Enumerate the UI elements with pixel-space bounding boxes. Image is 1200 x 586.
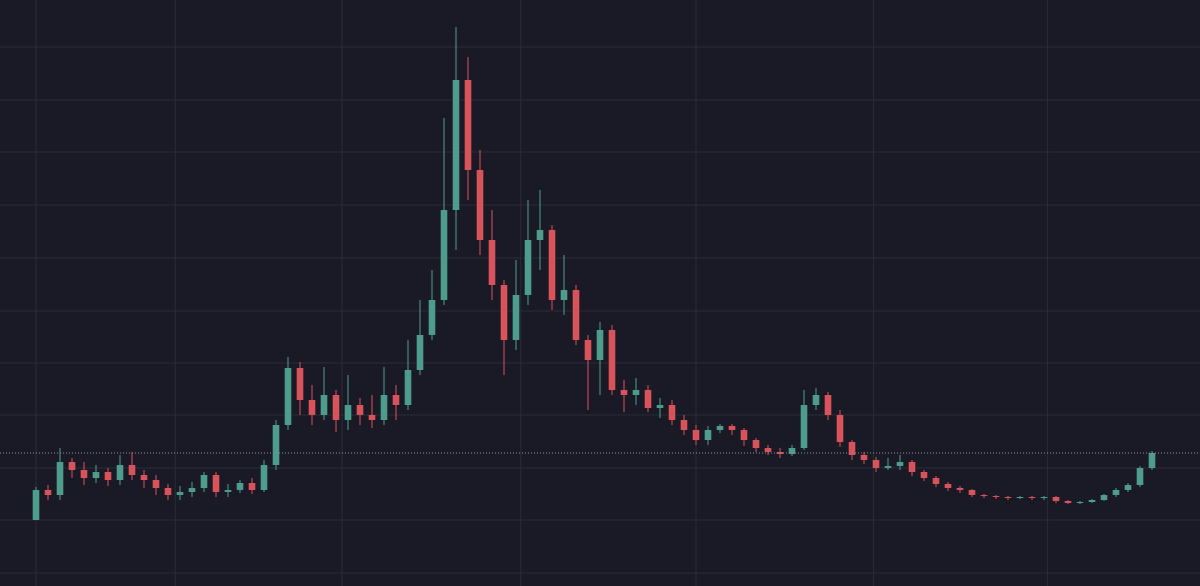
- candle-body: [212, 475, 220, 492]
- candle-body: [272, 425, 280, 465]
- candle-body: [440, 210, 448, 300]
- candle-body: [812, 395, 820, 405]
- candle-body: [1028, 497, 1036, 498]
- candle-body: [764, 448, 772, 452]
- candle-body: [692, 430, 700, 440]
- candle-body: [608, 330, 616, 390]
- candle-body: [968, 490, 976, 495]
- candle-body: [476, 170, 484, 240]
- candle-body: [1112, 490, 1120, 495]
- candle-body: [68, 462, 76, 470]
- candle-body: [644, 390, 652, 408]
- candle-body: [1016, 497, 1024, 498]
- candle-body: [896, 462, 904, 466]
- candle-body: [260, 465, 268, 490]
- candle-body: [680, 420, 688, 430]
- candle-body: [932, 478, 940, 484]
- candle-body: [164, 488, 172, 495]
- candle-body: [992, 496, 1000, 497]
- candle-body: [1100, 495, 1108, 500]
- candle-body: [788, 448, 796, 454]
- candle-body: [332, 395, 340, 420]
- candle-body: [320, 395, 328, 415]
- candle-body: [224, 490, 232, 492]
- candle-body: [488, 240, 496, 285]
- candle-body: [848, 442, 856, 455]
- candle-body: [572, 290, 580, 340]
- candle-body: [104, 472, 112, 480]
- candle-body: [548, 230, 556, 300]
- candle-body: [308, 400, 316, 415]
- candle-body: [464, 80, 472, 170]
- candle-body: [920, 472, 928, 478]
- candle-body: [356, 405, 364, 415]
- candle-body: [956, 488, 964, 490]
- candle-body: [44, 490, 52, 495]
- candle-body: [836, 415, 844, 442]
- candle-body: [1040, 497, 1048, 498]
- candle-body: [56, 462, 64, 495]
- candle-body: [980, 495, 988, 496]
- candle-body: [248, 483, 256, 490]
- candle-body: [584, 340, 592, 360]
- candle-body: [740, 430, 748, 440]
- candle-body: [236, 483, 244, 490]
- candle-body: [1136, 468, 1144, 485]
- candle-body: [188, 488, 196, 492]
- candle-body: [656, 405, 664, 408]
- candle-body: [416, 335, 424, 370]
- candle-body: [860, 455, 868, 460]
- candle-body: [728, 426, 736, 430]
- candle-body: [716, 426, 724, 430]
- candle-body: [1004, 497, 1012, 498]
- candle-body: [872, 460, 880, 468]
- candle-body: [1148, 453, 1156, 468]
- candle-body: [116, 465, 124, 480]
- candle-body: [704, 430, 712, 440]
- candle-body: [284, 368, 292, 425]
- candle-body: [428, 300, 436, 335]
- candle-body: [908, 462, 916, 472]
- candle-body: [140, 475, 148, 480]
- candle-body: [380, 395, 388, 420]
- candle-body: [32, 490, 40, 520]
- candle-body: [152, 480, 160, 488]
- candle-body: [632, 390, 640, 395]
- candle-body: [176, 492, 184, 495]
- candle-body: [884, 466, 892, 468]
- candle-body: [944, 484, 952, 488]
- candle-body: [1124, 485, 1132, 490]
- candle-body: [752, 440, 760, 448]
- candle-body: [128, 465, 136, 475]
- candle-body: [524, 240, 532, 295]
- candle-body: [620, 390, 628, 395]
- candle-body: [800, 405, 808, 448]
- candle-body: [296, 368, 304, 400]
- candle-body: [668, 405, 676, 420]
- candle-body: [452, 80, 460, 210]
- candle-body: [1076, 502, 1084, 503]
- candle-body: [1052, 497, 1060, 501]
- candle-body: [392, 395, 400, 405]
- candle-body: [1088, 500, 1096, 502]
- candle-body: [596, 330, 604, 360]
- candle-body: [368, 415, 376, 420]
- candle-body: [92, 472, 100, 478]
- candle-body: [560, 290, 568, 300]
- candle-body: [824, 395, 832, 415]
- candle-body: [512, 295, 520, 340]
- candle-body: [80, 470, 88, 478]
- candle-body: [344, 405, 352, 420]
- candle-body: [404, 370, 412, 405]
- candle-body: [1064, 501, 1072, 503]
- candle-body: [536, 230, 544, 240]
- candle-body: [200, 475, 208, 488]
- candle-body: [500, 285, 508, 340]
